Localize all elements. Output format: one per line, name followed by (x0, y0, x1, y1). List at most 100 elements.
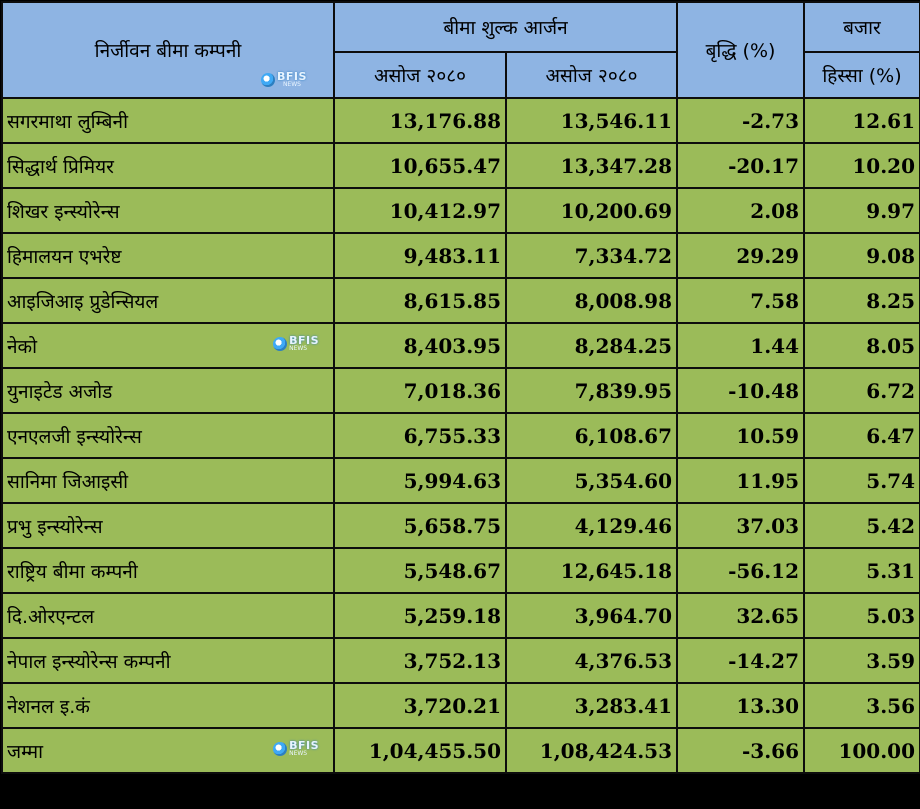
premium-period-1-cell: 8,615.85 (333, 277, 507, 324)
premium-period-2-cell-text: 3,283.41 (574, 693, 672, 718)
growth-cell: -2.73 (676, 97, 805, 144)
market-share-cell: 5.74 (803, 457, 920, 504)
premium-period-2-cell: 13,546.11 (505, 97, 678, 144)
premium-period-1-cell: 10,655.47 (333, 142, 507, 189)
table-row: सानिमा जिआइसी 5,994.63 5,354.60 11.95 5.74 (1, 457, 920, 504)
premium-period-1-cell-text: 10,412.97 (389, 198, 501, 223)
growth-cell-text: 37.03 (736, 513, 799, 538)
market-share-cell: 5.03 (803, 592, 920, 639)
period-1-header: असोज २०८० (333, 51, 507, 99)
premium-period-1-cell: 13,176.88 (333, 97, 507, 144)
market-share-cell-text: 5.42 (866, 513, 915, 538)
bfis-logo-icon: BFIS NEWS (273, 740, 319, 757)
table-row: शिखर इन्स्योरेन्स 10,412.97 10,200.69 2.08 9… (1, 187, 920, 234)
premium-period-1-cell-text: 3,720.21 (403, 693, 501, 718)
company-name-cell-text: युनाइटेड अजोड (7, 380, 113, 403)
premium-period-1-cell: 8,403.95 (333, 322, 507, 369)
company-name-cell-text: नेको (7, 335, 38, 358)
premium-period-1-cell: 9,483.11 (333, 232, 507, 279)
growth-cell-text: 13.30 (736, 693, 799, 718)
market-share-cell: 8.25 (803, 277, 920, 324)
growth-cell-text: -20.17 (728, 153, 799, 178)
table-row: नेपाल इन्स्योरेन्स कम्पनी 3,752.13 4,376.5… (1, 637, 920, 684)
growth-cell-text: 2.08 (750, 198, 799, 223)
premium-period-2-cell-text: 10,200.69 (560, 198, 672, 223)
premium-period-2-cell-text: 1,08,424.53 (539, 738, 672, 763)
growth-cell: 37.03 (676, 502, 805, 549)
table-row: युनाइटेड अजोड 7,018.36 7,839.95 -10.48 6.72 (1, 367, 920, 414)
company-name-cell: हिमालयन एभरेष्ट (1, 232, 335, 279)
growth-cell-text: -56.12 (728, 558, 799, 583)
company-name-cell-text: सानिमा जिआइसी (7, 470, 129, 493)
premium-period-1-cell: 3,720.21 (333, 682, 507, 729)
growth-cell-text: -14.27 (728, 648, 799, 673)
premium-period-1-cell: 7,018.36 (333, 367, 507, 414)
premium-period-1-cell-text: 7,018.36 (403, 378, 501, 403)
market-share-cell-text: 5.31 (866, 558, 915, 583)
premium-period-1-cell: 5,548.67 (333, 547, 507, 594)
market-share-cell: 3.56 (803, 682, 920, 729)
premium-period-1-cell: 6,755.33 (333, 412, 507, 459)
market-share-cell-text: 10.20 (852, 153, 915, 178)
company-name-cell: दि.ओरएन्टल (1, 592, 335, 639)
market-share-cell-text: 8.05 (866, 333, 915, 358)
market-share-cell-text: 9.08 (866, 243, 915, 268)
company-name-cell-text: सगरमाथा लुम्बिनी (7, 110, 128, 133)
market-share-cell: 3.59 (803, 637, 920, 684)
company-name-cell: एनएलजी इन्स्योरेन्स (1, 412, 335, 459)
company-name-cell-text: शिखर इन्स्योरेन्स (7, 200, 120, 223)
premium-period-2-cell-text: 4,129.46 (574, 513, 672, 538)
company-name-cell-text: राष्ट्रिय बीमा कम्पनी (7, 560, 138, 583)
premium-period-1-cell-text: 3,752.13 (403, 648, 501, 673)
total-row: जम्मा BFIS NEWS 1,04,455.50 1,08,424.53 -3.66… (1, 727, 920, 774)
premium-period-2-cell: 4,129.46 (505, 502, 678, 549)
table-row: नेको BFIS NEWS 8,403.95 8,284.25 1.44 8.05 (1, 322, 920, 369)
table-row: सिद्धार्थ प्रिमियर 10,655.47 13,347.28 -20.… (1, 142, 920, 189)
growth-cell: 2.08 (676, 187, 805, 234)
growth-cell: 1.44 (676, 322, 805, 369)
premium-period-2-cell: 8,284.25 (505, 322, 678, 369)
premium-period-2-cell: 5,354.60 (505, 457, 678, 504)
bfis-logo-icon: BFIS NEWS (273, 335, 319, 352)
premium-period-1-cell: 5,994.63 (333, 457, 507, 504)
premium-period-2-cell: 10,200.69 (505, 187, 678, 234)
table-row: सगरमाथा लुम्बिनी 13,176.88 13,546.11 -2.73 1… (1, 97, 920, 144)
company-name-cell: नेको BFIS NEWS (1, 322, 335, 369)
market-share-cell-text: 9.97 (866, 198, 915, 223)
market-share-cell-text: 8.25 (866, 288, 915, 313)
market-share-cell: 100.00 (803, 727, 920, 774)
market-share-cell-text: 5.03 (866, 603, 915, 628)
market-share-header-bottom: हिस्सा (%) (803, 51, 920, 99)
market-share-cell-text: 3.59 (866, 648, 915, 673)
company-name-cell-text: एनएलजी इन्स्योरेन्स (7, 425, 142, 448)
insurance-premium-table: निर्जीवन बीमा कम्पनी BFIS NEWS बीमा शुल्क… (1, 1, 920, 774)
table-row: राष्ट्रिय बीमा कम्पनी 5,548.67 12,645.18 -5… (1, 547, 920, 594)
premium-period-2-cell-text: 13,347.28 (560, 153, 672, 178)
company-name-cell: युनाइटेड अजोड (1, 367, 335, 414)
premium-period-1-cell-text: 8,615.85 (403, 288, 501, 313)
company-name-cell-text: जम्मा (7, 740, 44, 763)
market-share-cell: 12.61 (803, 97, 920, 144)
company-name-cell: सानिमा जिआइसी (1, 457, 335, 504)
table-row: आइजिआइ प्रुडेन्सियल 8,615.85 8,008.98 7.58 8… (1, 277, 920, 324)
premium-period-1-cell-text: 9,483.11 (403, 243, 501, 268)
table-row: दि.ओरएन्टल 5,259.18 3,964.70 32.65 5.03 (1, 592, 920, 639)
growth-cell: -56.12 (676, 547, 805, 594)
premium-period-1-cell-text: 5,548.67 (403, 558, 501, 583)
company-column-label: निर्जीवन बीमा कम्पनी (94, 40, 242, 62)
company-column-header: निर्जीवन बीमा कम्पनी BFIS NEWS (1, 1, 335, 99)
company-name-cell: शिखर इन्स्योरेन्स (1, 187, 335, 234)
company-name-cell-text: प्रभु इन्स्योरेन्स (7, 515, 103, 538)
premium-period-2-cell-text: 12,645.18 (560, 558, 672, 583)
growth-cell-text: 29.29 (736, 243, 799, 268)
growth-cell: 13.30 (676, 682, 805, 729)
premium-period-1-cell-text: 8,403.95 (403, 333, 501, 358)
company-name-cell-text: दि.ओरएन्टल (7, 605, 95, 628)
period-2-header: असोज २०८० (505, 51, 678, 99)
company-name-cell: राष्ट्रिय बीमा कम्पनी (1, 547, 335, 594)
table-row: नेशनल इ.कं 3,720.21 3,283.41 13.30 3.56 (1, 682, 920, 729)
growth-cell-text: -10.48 (728, 378, 799, 403)
premium-period-2-cell-text: 8,008.98 (574, 288, 672, 313)
premium-period-2-cell: 8,008.98 (505, 277, 678, 324)
premium-period-2-cell-text: 13,546.11 (560, 108, 672, 133)
